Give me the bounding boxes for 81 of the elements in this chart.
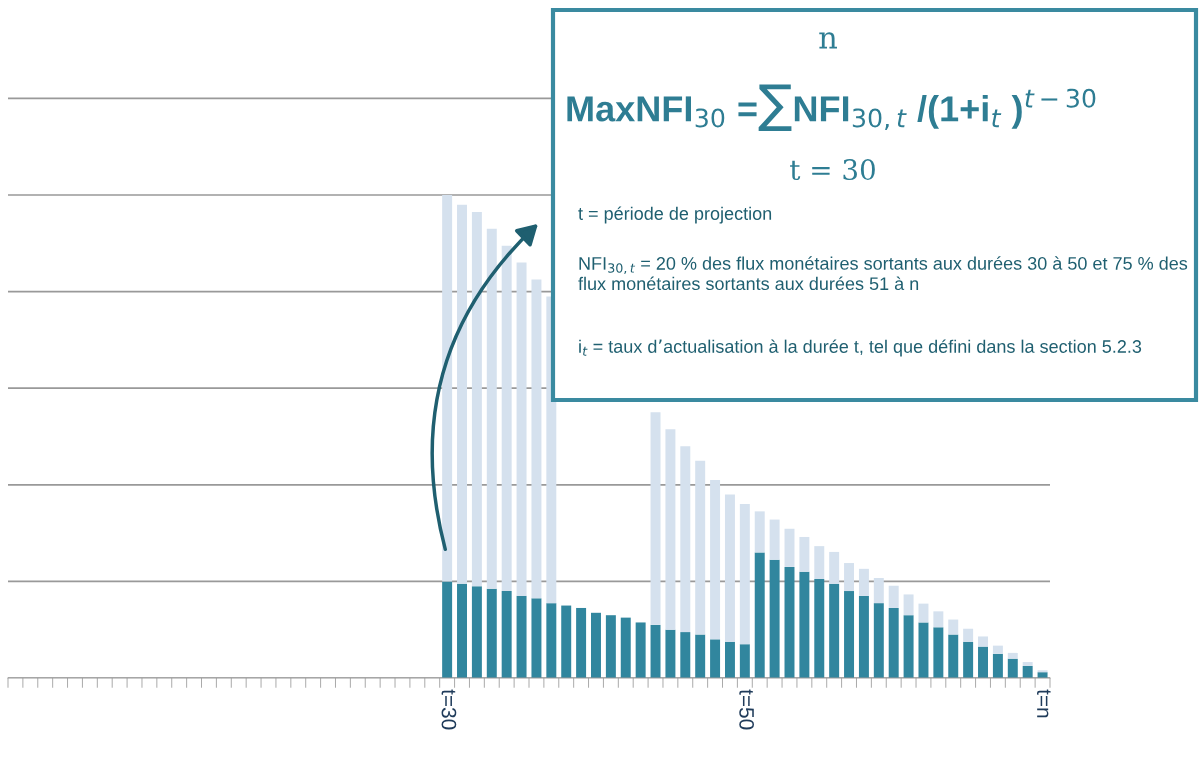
text: t = 30 [790, 159, 875, 181]
bar [978, 636, 988, 647]
bar [933, 627, 944, 678]
bar [799, 571, 810, 678]
bar [710, 639, 721, 678]
bar [858, 595, 869, 678]
bar [784, 528, 795, 567]
bar [486, 588, 497, 678]
bar [992, 645, 1003, 654]
bar [457, 583, 467, 678]
bar [710, 479, 721, 640]
annotation: NFI$_{30,t}$ = 20 % des flux monétaires sortants aux durées 30 à 50 et 75 % des flux monétaires sortants aux durées 51 à n [578, 256, 1188, 291]
bar [457, 204, 467, 584]
annotation: i$_{t}$ = taux d’actualisation à la durée t, tel que défini dans la section 5.2.3 [579, 339, 1142, 357]
bar [918, 622, 929, 678]
bar [754, 552, 765, 678]
bar [769, 519, 780, 560]
bar [1007, 652, 1018, 659]
bar [471, 586, 482, 678]
x-tick-label: t=30 [441, 689, 457, 730]
bar [888, 585, 899, 608]
bar [724, 494, 735, 642]
bar [591, 612, 601, 678]
bar [561, 605, 572, 678]
bar [442, 194, 453, 582]
bar [1007, 658, 1018, 678]
bar [769, 559, 780, 678]
bar [442, 581, 453, 678]
bar [903, 594, 914, 616]
bar [516, 262, 527, 596]
x-tick-label: t=n [1037, 689, 1051, 718]
bar [873, 603, 884, 678]
bar [992, 653, 1003, 678]
bar [665, 629, 676, 678]
bar [754, 511, 765, 553]
bar [1022, 662, 1033, 666]
bar [873, 578, 884, 604]
annotation: t = période de projection [578, 206, 772, 224]
bar [844, 563, 855, 592]
bar [739, 644, 750, 678]
bar [620, 617, 631, 678]
bar [903, 615, 914, 678]
bar [829, 583, 840, 678]
bar [829, 551, 840, 584]
bar [948, 619, 959, 635]
bar [814, 546, 825, 579]
bar [501, 245, 512, 592]
bar [948, 634, 959, 678]
bar [844, 591, 855, 678]
bar [858, 568, 869, 596]
bar [546, 603, 557, 678]
bar [576, 607, 587, 678]
bar [680, 446, 691, 633]
bar [486, 228, 497, 589]
text: n [819, 32, 837, 49]
bar [531, 598, 542, 678]
bar [605, 615, 616, 678]
bar [471, 211, 482, 587]
bar [516, 595, 527, 678]
bar [635, 622, 646, 678]
bar [799, 536, 810, 572]
bar [978, 646, 988, 678]
bar [724, 641, 735, 678]
bar [695, 634, 706, 678]
bar [963, 641, 974, 678]
bar [501, 591, 512, 678]
bar [739, 504, 750, 645]
bar [695, 460, 706, 635]
bar [918, 603, 929, 623]
bar [1022, 665, 1033, 678]
bar [888, 607, 899, 678]
bar [963, 628, 974, 642]
bar [933, 611, 944, 628]
bar [680, 632, 691, 678]
bar [814, 578, 825, 678]
text: MaxNFI$_{30}$ =∑NFI$_{30,t}$ /(1+i$_{t}$ )$^{t−30}$ [567, 84, 1096, 132]
x-tick-label: t=50 [739, 689, 754, 730]
bar [650, 624, 661, 678]
bar [650, 412, 661, 625]
bar [531, 279, 542, 599]
bar [665, 429, 676, 630]
